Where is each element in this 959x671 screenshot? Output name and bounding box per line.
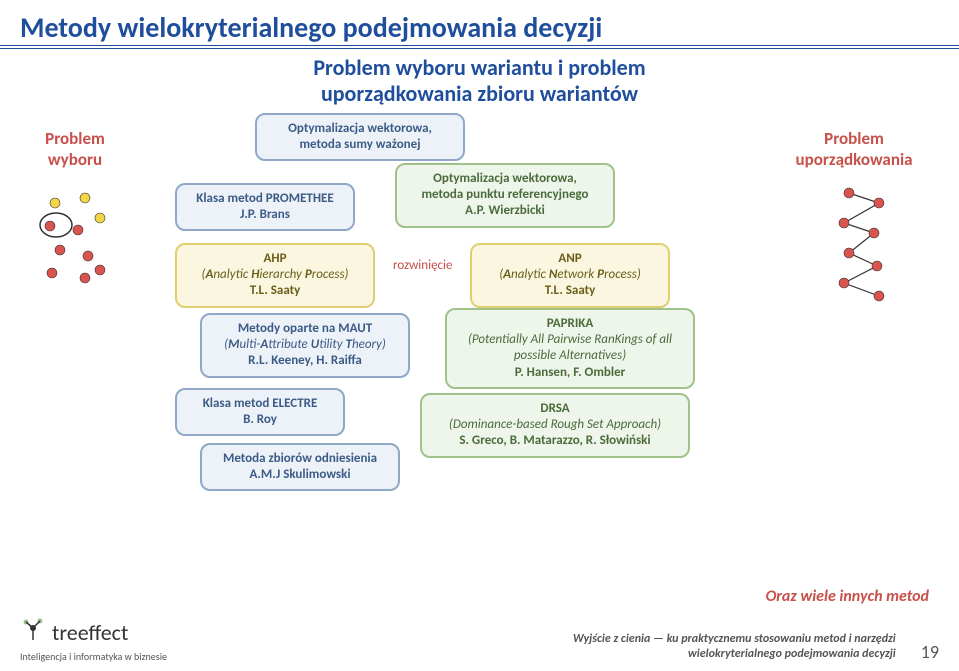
box-paprika: PAPRIKA (Potentially All Pairwise RanKin…: [445, 308, 695, 389]
text: AHP: [264, 251, 287, 266]
text: R.L. Keeney, H. Raiffa: [248, 353, 362, 368]
footer: treeffect Inteligencja i informatyka w b…: [0, 616, 959, 663]
subtitle-line1: Problem wyboru wariantu i problem: [313, 55, 645, 81]
logo-block: treeffect Inteligencja i informatyka w b…: [20, 616, 167, 663]
problem-uporzadkowania-label: Problem uporządkowania: [779, 128, 929, 170]
label: Problem: [824, 128, 884, 149]
text: (Analytic Network Process): [499, 267, 641, 282]
footer-line1: Wyjście z cienia — ku praktycznemu stoso…: [573, 632, 896, 648]
box-opt-wazonej: Optymalizacja wektorowa, metoda sumy waż…: [255, 113, 465, 162]
text: (Dominance-based Rough Set Approach): [449, 417, 661, 432]
text: Optymalizacja wektorowa,: [433, 171, 577, 186]
box-drsa: DRSA (Dominance-based Rough Set Approach…: [420, 393, 690, 458]
text: J.P. Brans: [240, 207, 290, 222]
rozwiniecie-label: rozwinięcie: [393, 258, 453, 273]
text: T.L. Saaty: [250, 283, 301, 298]
subtitle-line2: uporządkowania zbioru wariantów: [321, 81, 638, 107]
label: wyboru: [48, 149, 102, 170]
text: ANP: [558, 251, 581, 266]
text: PAPRIKA: [547, 316, 594, 331]
diagram-area: Problem wyboru Problem uporządkowania Op…: [0, 108, 959, 578]
logo-subtitle: Inteligencja i informatyka w biznesie: [20, 650, 167, 663]
text: metoda punktu referencyjnego: [421, 187, 588, 202]
text: Metoda zbiorów odniesienia: [223, 451, 377, 466]
box-ahp: AHP (Analytic Hierarchy Process) T.L. Sa…: [175, 243, 375, 308]
text: T.L. Saaty: [545, 283, 596, 298]
text: B. Roy: [243, 412, 277, 427]
label: Problem: [45, 128, 105, 149]
footer-titles: Wyjście z cienia — ku praktycznemu stoso…: [573, 632, 896, 663]
subtitle-block: Problem wyboru wariantu i problem uporzą…: [0, 55, 959, 108]
ranking-icon: [819, 178, 909, 308]
label: uporządkowania: [795, 149, 912, 170]
logo-text: treeffect: [52, 619, 128, 646]
text: (Multi-Attribute Utility Theory): [224, 337, 386, 352]
selection-icon: [30, 178, 120, 308]
page-title: Metody wielokryterialnego podejmowania d…: [0, 0, 959, 49]
box-anp: ANP (Analytic Network Process) T.L. Saat…: [470, 243, 670, 308]
problem-wyboru-label: Problem wyboru: [20, 128, 130, 170]
text: A.P. Wierzbicki: [465, 203, 545, 218]
text: (Potentially All Pairwise RanKings of al…: [468, 332, 672, 347]
text: Metody oparte na MAUT: [238, 321, 372, 336]
text: A.M.J Skulimowski: [249, 467, 350, 482]
box-opt-referencyjnego: Optymalizacja wektorowa, metoda punktu r…: [395, 163, 615, 228]
text: P. Hansen, F. Ombler: [515, 365, 626, 380]
text: Optymalizacja wektorowa,: [288, 121, 432, 136]
text: Klasa metod ELECTRE: [203, 396, 318, 411]
tree-icon: [20, 616, 46, 648]
tail-note: Oraz wiele innych metod: [766, 587, 929, 606]
text: Klasa metod PROMETHEE: [196, 191, 334, 206]
text: possible Alternatives): [514, 348, 626, 363]
box-promethee: Klasa metod PROMETHEE J.P. Brans: [175, 183, 355, 232]
footer-line2: wielokryterialnego podejmowania decyzji: [573, 647, 896, 663]
box-electre: Klasa metod ELECTRE B. Roy: [175, 388, 345, 437]
page-number: 19: [921, 641, 939, 663]
text: (Analytic Hierarchy Process): [202, 267, 349, 282]
box-maut: Metody oparte na MAUT (Multi-Attribute U…: [200, 313, 410, 378]
text: S. Greco, B. Matarazzo, R. Słowiński: [459, 433, 650, 448]
text: DRSA: [540, 401, 569, 416]
text: metoda sumy ważonej: [299, 137, 420, 152]
box-zbiorow-odniesienia: Metoda zbiorów odniesienia A.M.J Skulimo…: [200, 443, 400, 492]
